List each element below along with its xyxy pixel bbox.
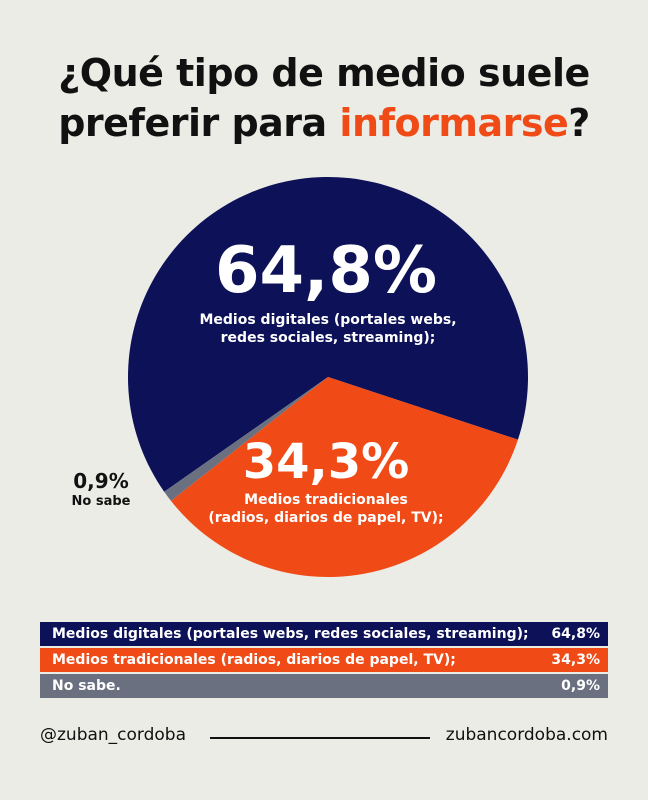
slice-label-no-sabe: No sabe xyxy=(72,494,131,509)
title-line-1: ¿Qué tipo de medio suele xyxy=(58,51,590,95)
slice-label-digital-line-1: Medios digitales (portales webs, xyxy=(199,312,456,328)
footer-divider xyxy=(210,737,430,739)
table-row-value: 64,8% xyxy=(551,626,600,642)
pie-slice-no-sabe xyxy=(164,377,328,501)
table-row-value: 34,3% xyxy=(551,652,600,668)
table-row: No sabe. 0,9% xyxy=(40,674,608,698)
chart-title: ¿Qué tipo de medio suele preferir para i… xyxy=(0,48,648,148)
slice-label-traditional-line-1: Medios tradicionales xyxy=(244,492,408,508)
slice-value-no-sabe: 0,9% xyxy=(73,469,128,493)
pie-chart: 64,8% Medios digitales (portales webs, r… xyxy=(72,177,529,578)
footer-website[interactable]: zubancordoba.com xyxy=(445,725,608,745)
legend-table: Medios digitales (portales webs, redes s… xyxy=(40,622,608,700)
table-row-label: Medios digitales (portales webs, redes s… xyxy=(52,626,529,642)
table-row: Medios digitales (portales webs, redes s… xyxy=(40,622,608,646)
slice-value-traditional: 34,3% xyxy=(243,434,410,490)
title-line-2: preferir para informarse? xyxy=(0,98,648,148)
slice-label-traditional-line-2: (radios, diarios de papel, TV); xyxy=(208,510,443,526)
table-row: Medios tradicionales (radios, diarios de… xyxy=(40,648,608,672)
slice-label-digital-line-2: redes sociales, streaming); xyxy=(221,330,436,346)
pie-slice-digital xyxy=(128,177,529,492)
pie-slice-traditional xyxy=(170,377,518,578)
title-line-2-post: ? xyxy=(568,101,590,145)
title-line-2-pre: preferir para xyxy=(58,101,340,145)
table-row-label: No sabe. xyxy=(52,678,121,694)
footer-handle[interactable]: @zuban_cordoba xyxy=(40,725,187,745)
title-accent-word: informarse xyxy=(339,101,569,145)
table-row-label: Medios tradicionales (radios, diarios de… xyxy=(52,652,456,668)
table-row-value: 0,9% xyxy=(561,678,600,694)
slice-value-digital: 64,8% xyxy=(215,234,437,308)
